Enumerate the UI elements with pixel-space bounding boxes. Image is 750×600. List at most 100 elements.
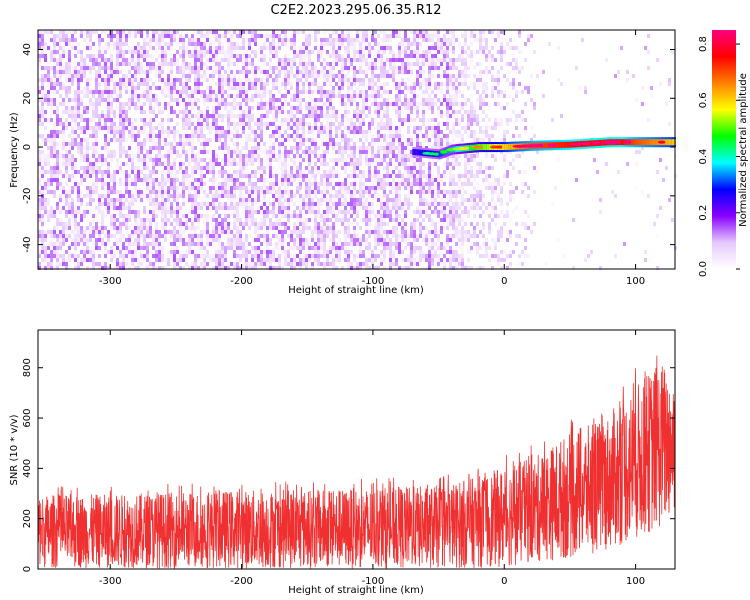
- heatmap-cell: [326, 130, 329, 134]
- heatmap-cell: [62, 126, 65, 130]
- heatmap-cell: [173, 146, 176, 150]
- heatmap-cell: [236, 202, 239, 206]
- heatmap-cell: [131, 62, 134, 66]
- heatmap-cell: [188, 122, 191, 126]
- heatmap-cell: [311, 130, 314, 134]
- heatmap-cell: [113, 182, 116, 186]
- heatmap-cell: [68, 158, 71, 162]
- heatmap-cell: [149, 90, 152, 94]
- heatmap-cell: [56, 122, 59, 126]
- heatmap-cell: [242, 254, 245, 258]
- heatmap-cell: [65, 70, 68, 74]
- heatmap-cell: [200, 42, 203, 46]
- heatmap-cell: [65, 190, 68, 194]
- heatmap-cell: [242, 206, 245, 210]
- heatmap-cell: [296, 70, 299, 74]
- heatmap-cell: [113, 126, 116, 130]
- heatmap-cell: [203, 266, 206, 270]
- heatmap-cell: [311, 30, 314, 34]
- heatmap-cell: [254, 190, 257, 194]
- heatmap-cell: [362, 42, 365, 46]
- heatmap-cell: [293, 194, 296, 198]
- heatmap-cell: [290, 238, 293, 242]
- heatmap-cell: [284, 102, 287, 106]
- heatmap-cell: [377, 74, 380, 78]
- heatmap-cell: [266, 146, 269, 150]
- heatmap-cell: [56, 162, 59, 166]
- heatmap-cell: [80, 166, 83, 170]
- heatmap-cell: [77, 82, 80, 86]
- heatmap-cell: [179, 210, 182, 214]
- heatmap-cell: [122, 194, 125, 198]
- heatmap-cell: [125, 198, 128, 202]
- heatmap-cell: [137, 94, 140, 98]
- heatmap-cell: [362, 90, 365, 94]
- heatmap-cell: [227, 238, 230, 242]
- heatmap-cell: [38, 46, 41, 50]
- heatmap-cell: [314, 218, 317, 222]
- heatmap-cell: [191, 130, 194, 134]
- heatmap-cell: [89, 78, 92, 82]
- heatmap-cell: [287, 62, 290, 66]
- heatmap-cell: [119, 142, 122, 146]
- heatmap-cell: [260, 130, 263, 134]
- heatmap-cell: [206, 142, 209, 146]
- heatmap-cell: [365, 78, 368, 82]
- heatmap-cell: [377, 134, 380, 138]
- heatmap-cell: [308, 206, 311, 210]
- heatmap-cell: [377, 222, 380, 226]
- heatmap-cell: [107, 142, 110, 146]
- heatmap-cell: [179, 146, 182, 150]
- heatmap-cell: [212, 210, 215, 214]
- heatmap-cell: [170, 250, 173, 254]
- heatmap-cell: [53, 246, 56, 250]
- heatmap-cell: [236, 102, 239, 106]
- heatmap-cell: [326, 250, 329, 254]
- heatmap-cell: [248, 30, 251, 34]
- heatmap-cell: [314, 34, 317, 38]
- heatmap-cell: [176, 78, 179, 82]
- heatmap-cell: [80, 90, 83, 94]
- heatmap-cell: [224, 254, 227, 258]
- heatmap-cell: [89, 38, 92, 42]
- heatmap-cell: [374, 214, 377, 218]
- heatmap-cell: [368, 178, 371, 182]
- heatmap-cell: [281, 154, 284, 158]
- heatmap-cell: [308, 62, 311, 66]
- heatmap-cell: [185, 114, 188, 118]
- heatmap-cell: [215, 250, 218, 254]
- heatmap-cell: [284, 114, 287, 118]
- heatmap-cell: [107, 154, 110, 158]
- heatmap-cell: [101, 174, 104, 178]
- heatmap-cell: [47, 66, 50, 70]
- heatmap-cell: [173, 126, 176, 130]
- heatmap-cell: [248, 42, 251, 46]
- heatmap-cell: [269, 98, 272, 102]
- heatmap-cell: [377, 234, 380, 238]
- heatmap-cell: [119, 150, 122, 154]
- heatmap-cell: [113, 86, 116, 90]
- heatmap-cell: [242, 186, 245, 190]
- heatmap-cell: [254, 154, 257, 158]
- heatmap-cell: [290, 114, 293, 118]
- heatmap-cell: [272, 246, 275, 250]
- heatmap-cell: [80, 118, 83, 122]
- heatmap-cell: [281, 222, 284, 226]
- heatmap-cell: [182, 194, 185, 198]
- heatmap-cell: [377, 186, 380, 190]
- heatmap-cell: [47, 214, 50, 218]
- heatmap-cell: [371, 178, 374, 182]
- heatmap-cell: [101, 230, 104, 234]
- heatmap-cell: [287, 262, 290, 266]
- heatmap-cell: [179, 218, 182, 222]
- heatmap-cell: [188, 50, 191, 54]
- heatmap-cell: [236, 198, 239, 202]
- heatmap-cell: [368, 50, 371, 54]
- heatmap-cell: [41, 190, 44, 194]
- heatmap-cell: [362, 234, 365, 238]
- heatmap-cell: [38, 122, 41, 126]
- heatmap-cell: [77, 34, 80, 38]
- heatmap-cell: [194, 170, 197, 174]
- heatmap-cell: [44, 114, 47, 118]
- heatmap-cell: [206, 30, 209, 34]
